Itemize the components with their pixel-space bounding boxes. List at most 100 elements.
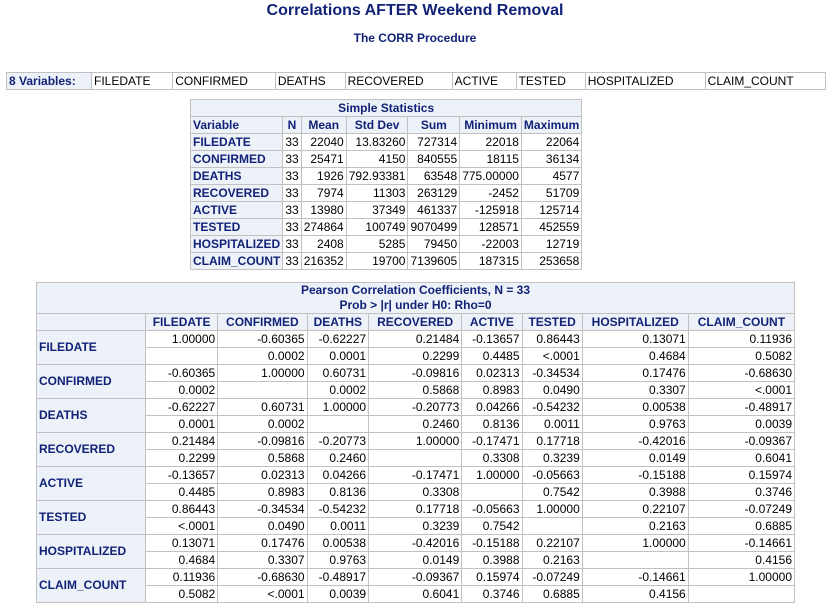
corr-row-pvalues: <.0001 0.0490 0.0011 0.3239 0.7542 0.2163 0.68… [37,517,796,535]
corr-coefficient-cell: -0.48917 [687,398,796,416]
stats-cell: 840555 [407,150,461,168]
corr-pvalue-cell: 0.0002 [306,381,370,399]
corr-pvalue-cell: 0.2299 [144,449,219,467]
corr-coefficient-cell: -0.68630 [217,568,308,586]
stats-column-header: Variable [189,116,284,134]
corr-pvalue-cell: 0.8136 [306,483,370,501]
corr-coefficient-cell: -0.17471 [461,432,523,450]
corr-coefficient-cell: -0.09816 [368,364,463,382]
stats-row-header: DEATHS [189,167,284,185]
corr-pvalue-cell: 0.8136 [461,415,523,433]
stats-column-header: Maximum [520,116,583,134]
corr-coefficient-cell: 0.13071 [144,534,219,552]
stats-cell: 128571 [459,218,522,236]
corr-row-pvalues: 0.0002 0.0001 0.2299 0.4485 <.0001 0.4684 0.50… [37,347,796,365]
corr-row-pvalues: 0.5082 <.0001 0.0039 0.6041 0.3746 0.6885 0.41… [37,585,796,603]
corr-row-coefficients: TESTED 0.86443 -0.34534 -0.54232 0.17718 -0.0… [36,500,796,535]
corr-row-header: HOSPITALIZED [36,534,146,569]
stats-cell: 727314 [407,133,461,151]
stats-cell: 33 [282,218,302,236]
corr-coefficient-cell: 0.04266 [461,398,523,416]
corr-coefficient-cell: -0.34534 [217,500,308,518]
stats-row: CLAIM_COUNT 33 216352 19700 7139605 187315 253… [189,252,583,270]
stats-cell: 13980 [300,201,347,219]
stats-cell: 36134 [520,150,583,168]
corr-coefficient-cell: -0.13657 [144,466,219,484]
stats-cell: 18115 [459,150,522,168]
procedure-subtitle: The CORR Procedure [353,31,477,45]
corr-row-header: CONFIRMED [36,364,146,399]
stats-row-header: RECOVERED [189,184,284,202]
corr-coefficient-cell: -0.20773 [368,398,463,416]
stats-row-header: CONFIRMED [189,150,284,168]
corr-pvalue-cell: 0.4156 [581,585,689,603]
corr-coefficient-cell: -0.09367 [368,568,463,586]
stats-cell: 79450 [407,235,461,253]
stats-column-header: Minimum [459,116,522,134]
corr-pvalue-cell: 0.4485 [461,347,523,365]
corr-corner [36,313,146,331]
corr-pvalue-cell: 0.4684 [581,347,689,365]
stats-cell: 19700 [345,252,409,270]
variable-name: FILEDATE [90,72,174,90]
corr-coefficient-cell: 0.11936 [687,330,796,348]
stats-row: CONFIRMED 33 25471 4150 840555 18115 36134 [189,150,583,168]
corr-coefficient-cell: 1.00000 [217,364,308,382]
stats-column-header: N [282,116,302,134]
simple-statistics-table: Simple Statistics Variable N Mean Std Dev Su… [189,99,583,270]
corr-pvalue-cell: 0.0001 [306,347,370,365]
corr-column-header: CLAIM_COUNT [687,313,796,331]
corr-coefficient-cell: -0.14661 [581,568,689,586]
corr-coefficient-cell: 1.00000 [461,466,523,484]
corr-row-coefficients: FILEDATE 1.00000 -0.60365 -0.62227 0.21484 -0… [36,330,796,365]
corr-pvalue-cell: 0.6885 [687,517,796,535]
corr-coefficient-cell: -0.07249 [521,568,583,586]
stats-cell: 2408 [300,235,347,253]
corr-row-pvalues: 0.0001 0.0002 0.2460 0.8136 0.0011 0.9763 0.00… [37,415,796,433]
corr-pvalue-cell: 0.5868 [368,381,463,399]
corr-pvalue-cell: 0.3239 [521,449,583,467]
stats-cell: 216352 [300,252,347,270]
corr-row-coefficients: CONFIRMED -0.60365 1.00000 0.60731 -0.09816 0… [36,364,796,399]
corr-caption-line2: Prob > |r| under H0: Rho=0 [339,298,492,312]
corr-coefficient-cell: -0.20773 [306,432,370,450]
stats-cell: 7139605 [407,252,461,270]
corr-coefficient-cell: -0.09816 [217,432,308,450]
corr-coefficient-cell: 0.60731 [217,398,308,416]
stats-cell: 263129 [407,184,461,202]
corr-coefficient-cell: -0.07249 [687,500,796,518]
stats-cell: 792.93381 [345,167,409,185]
corr-pvalue-cell [687,585,796,603]
corr-pvalue-cell: 0.2460 [368,415,463,433]
corr-pvalue-cell: 0.3988 [461,551,523,569]
stats-row: ACTIVE 33 13980 37349 461337 -125918 125714 [189,201,583,219]
corr-column-header: FILEDATE [144,313,219,331]
corr-coefficient-cell: 0.21484 [144,432,219,450]
corr-pvalue-cell: <.0001 [217,585,308,603]
corr-pvalue-cell: 0.2299 [368,347,463,365]
stats-row-header: ACTIVE [189,201,284,219]
corr-caption: Pearson Correlation Coefficients, N = 33… [36,282,795,314]
corr-coefficient-cell: 0.86443 [144,500,219,518]
corr-pvalue-cell: 0.0039 [687,415,796,433]
corr-coefficient-cell: 0.60731 [306,364,370,382]
corr-pvalue-cell: 0.3308 [461,449,523,467]
corr-coefficient-cell: -0.54232 [306,500,370,518]
stats-column-header: Mean [300,116,347,134]
corr-pvalue-cell [581,551,689,569]
corr-coefficient-cell: -0.62227 [144,398,219,416]
stats-cell: -22003 [459,235,522,253]
corr-coefficient-cell: 0.15974 [461,568,523,586]
corr-row-coefficients: ACTIVE -0.13657 0.02313 0.04266 -0.17471 1.00… [36,466,796,501]
corr-pvalue-cell: 0.5082 [144,585,219,603]
corr-row-coefficients: HOSPITALIZED 0.13071 0.17476 0.00538 -0.4201… [36,534,796,569]
stats-cell: 775.00000 [459,167,522,185]
corr-coefficient-cell: 0.04266 [306,466,370,484]
corr-pvalue-cell: 0.9763 [581,415,689,433]
corr-coefficient-cell: 1.00000 [144,330,219,348]
corr-pvalue-cell: <.0001 [144,517,219,535]
stats-cell: 274864 [300,218,347,236]
stats-cell: 9070499 [407,218,461,236]
stats-column-header: Std Dev [345,116,409,134]
corr-pvalue-cell: 0.7542 [461,517,523,535]
